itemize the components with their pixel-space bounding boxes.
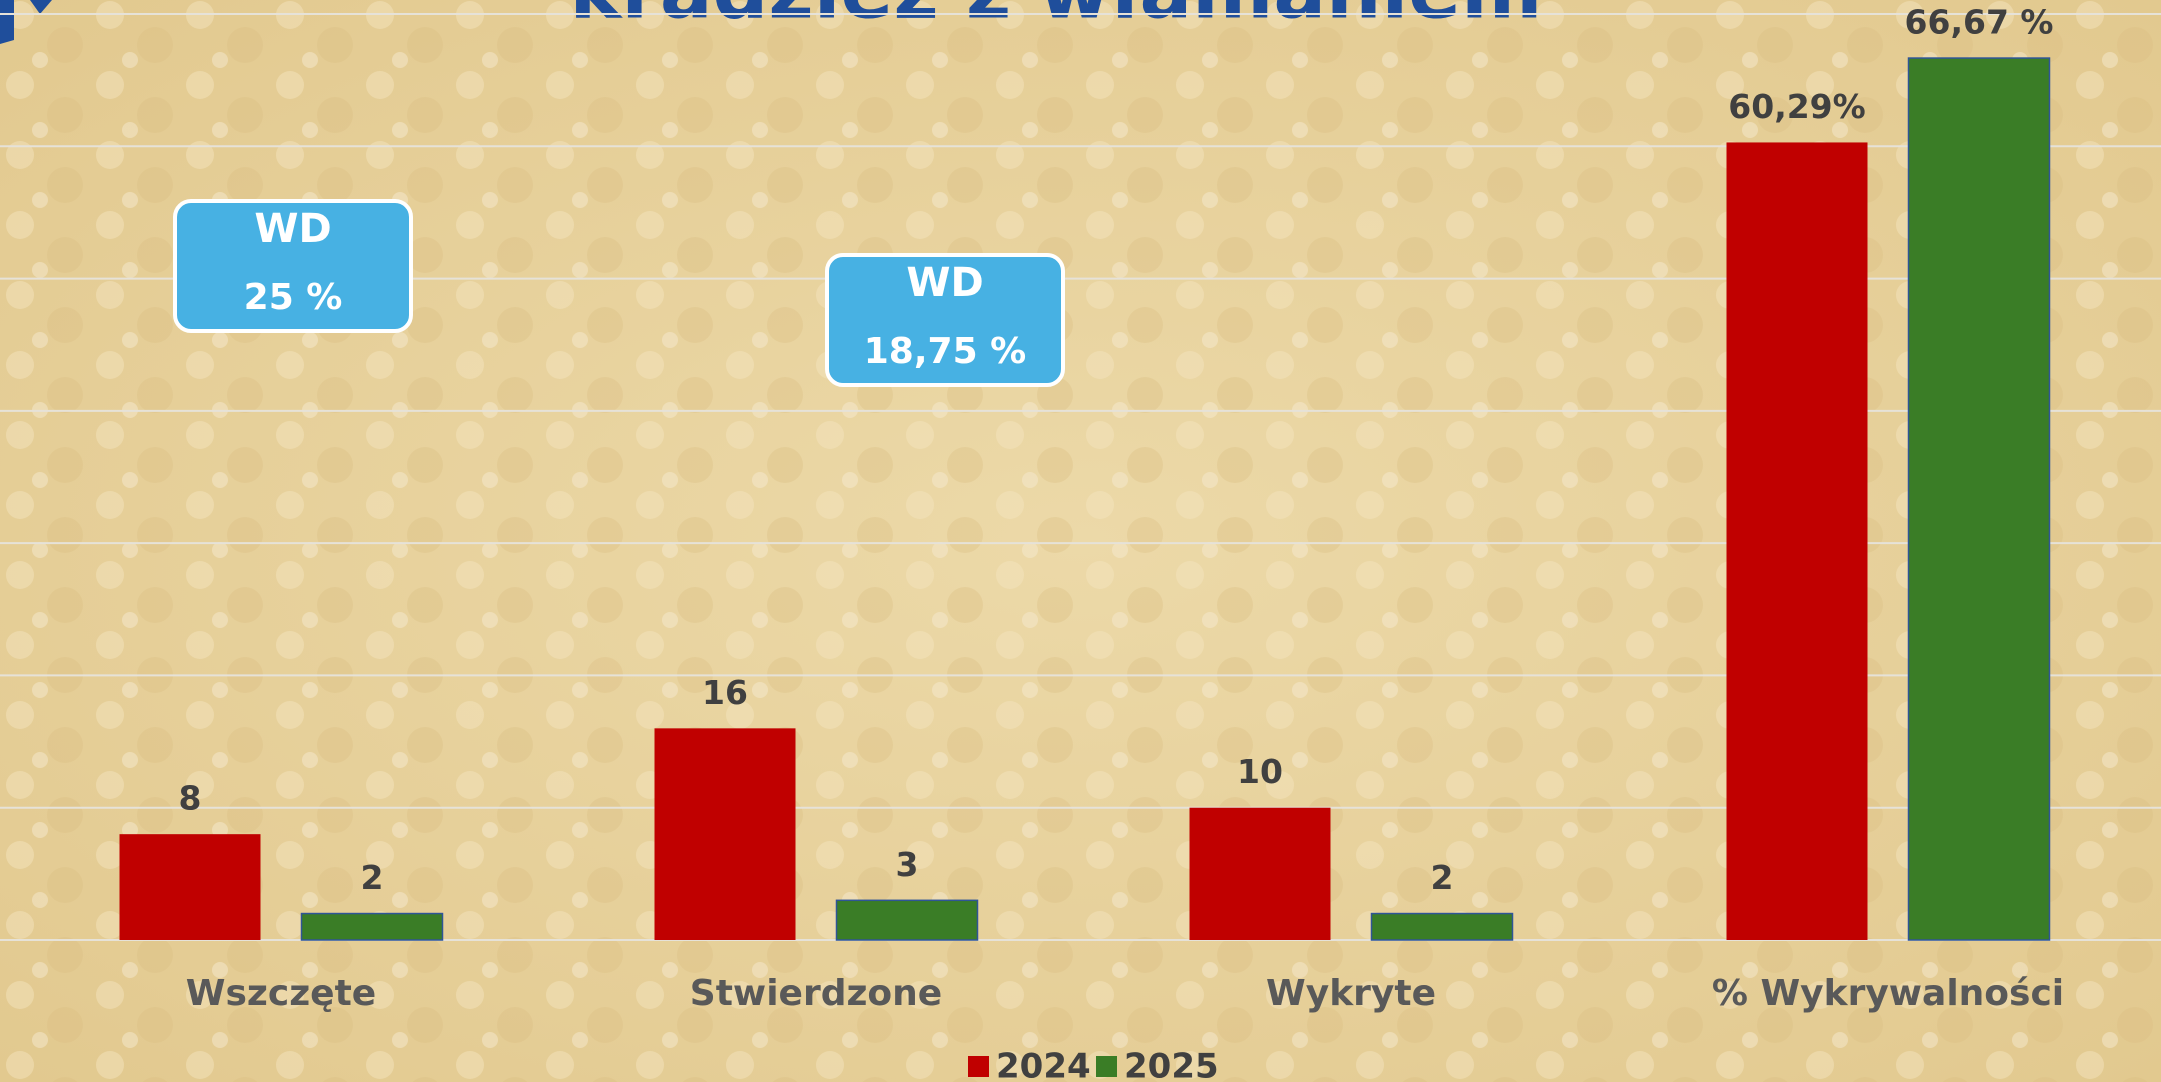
- x-tick-label: Stwierdzone: [690, 973, 942, 1014]
- legend-swatch: [1096, 1056, 1117, 1077]
- data-label: 8: [179, 779, 202, 818]
- annotation-text: 25 %: [244, 277, 343, 318]
- legend-label: 2025: [1124, 1047, 1219, 1082]
- data-label: 10: [1237, 752, 1283, 791]
- bar: [1726, 142, 1868, 940]
- x-tick-label: % Wykrywalności: [1712, 973, 2064, 1014]
- bar: [1189, 807, 1331, 940]
- data-label: 66,67 %: [1905, 3, 2054, 42]
- bar: [300, 912, 444, 941]
- data-label: 3: [896, 845, 919, 884]
- annotation-title: WD: [906, 260, 983, 306]
- x-tick-label: Wszczęte: [186, 973, 376, 1014]
- bar: [1370, 912, 1514, 941]
- annotation: WD 18,75 %: [825, 253, 1065, 387]
- annotation: WD 25 %: [173, 199, 413, 333]
- data-label: 60,29%: [1728, 87, 1865, 126]
- annotation-box: [825, 253, 1065, 387]
- data-label: 2: [1431, 858, 1454, 897]
- legend-swatch: [968, 1056, 989, 1077]
- chart-title: kradzież z włamaniem: [570, 0, 1543, 36]
- logo: [0, 0, 52, 44]
- bar: [119, 834, 261, 940]
- x-tick-label: Wykryte: [1266, 973, 1436, 1014]
- legend-label: 2024: [996, 1047, 1091, 1082]
- annotation-title: WD: [254, 206, 331, 252]
- data-label: 16: [702, 673, 748, 712]
- bar: [654, 728, 796, 940]
- annotation-text: 18,75 %: [864, 331, 1026, 372]
- annotation-box: [173, 199, 413, 333]
- bar: [1907, 57, 2051, 941]
- bar: [835, 899, 979, 941]
- data-label: 2: [361, 858, 384, 897]
